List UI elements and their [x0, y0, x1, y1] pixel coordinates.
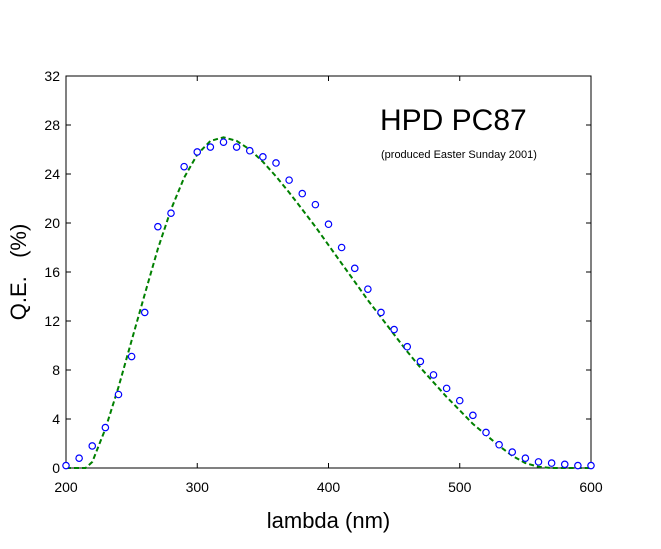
data-point	[232, 143, 241, 151]
data-point	[377, 308, 385, 317]
data-point	[298, 189, 307, 198]
data-point	[167, 209, 175, 218]
data-point	[75, 454, 83, 463]
data-point	[442, 384, 451, 393]
data-point	[259, 153, 267, 161]
data-point	[469, 411, 477, 420]
x-tick-label: 300	[186, 479, 210, 495]
annotation-title: HPD PC87	[380, 104, 527, 137]
y-tick-label: 28	[44, 117, 60, 133]
data-point	[324, 220, 333, 229]
y-tick-label: 16	[44, 264, 60, 280]
data-point	[245, 146, 254, 155]
data-point	[521, 454, 530, 463]
x-tick-label: 200	[54, 479, 78, 495]
data-point	[416, 357, 425, 366]
y-axis: 0 4 8 12 16 20 24 28 32	[44, 68, 591, 476]
y-tick-label: 24	[44, 166, 60, 182]
y-tick-label: 0	[52, 460, 60, 476]
y-tick-label: 4	[52, 411, 60, 427]
data-point	[560, 460, 569, 469]
data-point	[587, 461, 595, 470]
y-tick-label: 8	[52, 362, 60, 378]
data-point	[482, 428, 490, 437]
data-point	[337, 243, 346, 252]
data-point	[534, 458, 543, 466]
data-point	[272, 159, 280, 167]
x-axis: 200 300 400 500 600	[54, 76, 603, 495]
data-point	[62, 461, 70, 470]
data-point	[403, 342, 412, 351]
fit-curve	[66, 136, 591, 469]
data-point	[285, 176, 293, 184]
data-point	[140, 308, 149, 317]
data-point	[154, 222, 162, 231]
x-tick-label: 600	[579, 479, 603, 495]
data-point	[350, 264, 359, 273]
data-point	[508, 448, 517, 456]
y-axis-title: Q.E. (%)	[6, 224, 31, 321]
fit-curve-layer	[66, 136, 591, 469]
y-tick-label: 20	[44, 215, 60, 231]
data-point	[193, 148, 202, 156]
data-point	[206, 143, 215, 151]
data-point	[574, 461, 582, 470]
annotation-subtitle: (produced Easter Sunday 2001)	[381, 149, 537, 161]
data-point	[311, 200, 320, 209]
data-point	[429, 371, 438, 379]
y-tick-label: 32	[44, 68, 60, 84]
data-point	[390, 325, 398, 334]
data-point	[455, 396, 464, 405]
data-point	[219, 138, 228, 146]
x-tick-label: 400	[317, 479, 341, 495]
data-point	[101, 423, 110, 432]
data-point	[127, 352, 136, 361]
data-point	[495, 440, 503, 449]
data-point	[114, 390, 123, 399]
x-axis-title: lambda (nm)	[267, 508, 390, 533]
data-point	[88, 442, 97, 450]
data-point	[364, 285, 372, 293]
y-tick-label: 12	[44, 313, 60, 329]
data-point	[547, 459, 556, 467]
x-tick-label: 500	[448, 479, 472, 495]
data-point	[180, 162, 188, 171]
data-points-layer	[62, 138, 595, 470]
